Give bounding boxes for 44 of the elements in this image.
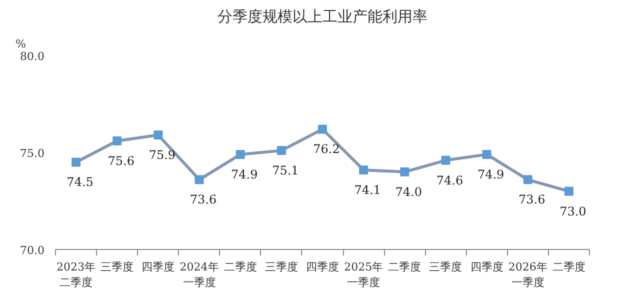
x-tick-label: 三季度 xyxy=(264,260,298,274)
y-tick-label: 70.0 xyxy=(20,244,45,257)
point xyxy=(154,130,163,140)
point xyxy=(482,150,492,159)
data-label: 74.9 xyxy=(230,167,258,182)
data-label: 73.0 xyxy=(560,204,586,218)
x-tick-label: 三季度 xyxy=(100,260,134,274)
x-tick-label: 2026年一季度 xyxy=(508,260,548,290)
x-tick-label: 四季度 xyxy=(306,260,339,274)
point xyxy=(523,175,532,184)
x-tick-label: 四季度 xyxy=(470,260,504,274)
point xyxy=(318,124,327,134)
point xyxy=(400,167,410,176)
point xyxy=(112,136,122,146)
x-tick-label: 2023年二季度 xyxy=(56,260,96,290)
x-tick-label: 四季度 xyxy=(142,260,175,274)
point xyxy=(441,156,450,165)
data-label: 75.9 xyxy=(148,148,176,162)
point xyxy=(564,186,574,196)
y-axis-title: % xyxy=(16,38,26,50)
data-label: 76.2 xyxy=(313,142,340,156)
x-tick-label: 2025年一季度 xyxy=(344,260,384,290)
data-label: 74.1 xyxy=(354,182,381,197)
point xyxy=(194,175,204,184)
y-tick-label: 75.0 xyxy=(20,147,45,160)
x-tick-label: 2024年一季度 xyxy=(180,260,219,290)
point xyxy=(359,165,368,174)
y-tick-label: 80.0 xyxy=(20,50,45,63)
data-label: 75.1 xyxy=(272,164,299,178)
data-label: 74.5 xyxy=(66,175,94,190)
chart-title: 分季度规模以上工业产能利用率 xyxy=(218,8,428,26)
point xyxy=(72,158,81,167)
data-label: 73.6 xyxy=(190,192,217,207)
x-tick-label: 二季度 xyxy=(224,260,257,274)
data-label: 74.6 xyxy=(436,173,464,188)
data-label: 74.0 xyxy=(395,184,422,199)
data-label: 74.9 xyxy=(477,167,504,182)
x-tick-label: 二季度 xyxy=(552,260,586,274)
data-label: 75.6 xyxy=(108,154,134,168)
point xyxy=(236,150,245,159)
point xyxy=(276,146,286,156)
x-tick-label: 二季度 xyxy=(388,260,422,274)
data-label: 73.6 xyxy=(518,192,546,207)
x-tick-label: 三季度 xyxy=(429,260,462,274)
